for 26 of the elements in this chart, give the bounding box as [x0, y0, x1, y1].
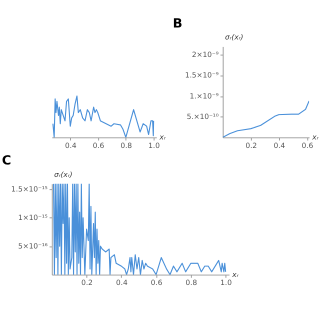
y-tick-label: 1.5×10⁻⁹: [184, 70, 219, 80]
x-tick-label: 0.4: [64, 140, 77, 150]
x-axis-title: xᵣ: [311, 132, 320, 142]
y-tick-label: 1.5×10⁻¹⁵: [11, 184, 48, 194]
x-tick-label: 1.0: [220, 278, 232, 288]
x-tick-label: 0.8: [120, 140, 132, 150]
y-axis-title: σᵣ(xᵣ): [225, 32, 244, 42]
x-axis-title: xᵣ: [158, 132, 167, 142]
x-tick-label: 0.4: [274, 140, 286, 150]
y-tick-label: 2×10⁻⁹: [192, 50, 219, 59]
x-tick-label: 0.6: [302, 140, 314, 150]
y-tick-label: 5.×10⁻¹⁰: [186, 112, 219, 121]
y-axis-title: σᵣ(xᵣ): [54, 170, 73, 179]
x-tick-label: 0.6: [150, 278, 163, 288]
x-tick-label: 0.2: [245, 140, 258, 150]
x-tick-label: 1.0: [148, 140, 160, 150]
x-tick-label: 0.6: [92, 140, 105, 150]
y-tick-label: 5×10⁻¹⁶: [18, 242, 48, 250]
x-tick-label: 0.8: [186, 278, 198, 288]
chart-title: C: [2, 152, 12, 168]
chart-title: B: [172, 15, 182, 30]
y-tick-label: 1×10⁻¹⁵: [18, 213, 48, 222]
x-tick-label: 0.4: [116, 278, 128, 288]
x-axis-title: xᵣ: [231, 270, 240, 279]
x-tick-label: 0.2: [81, 278, 93, 288]
y-tick-label: 1.×10⁻⁹: [190, 91, 219, 100]
